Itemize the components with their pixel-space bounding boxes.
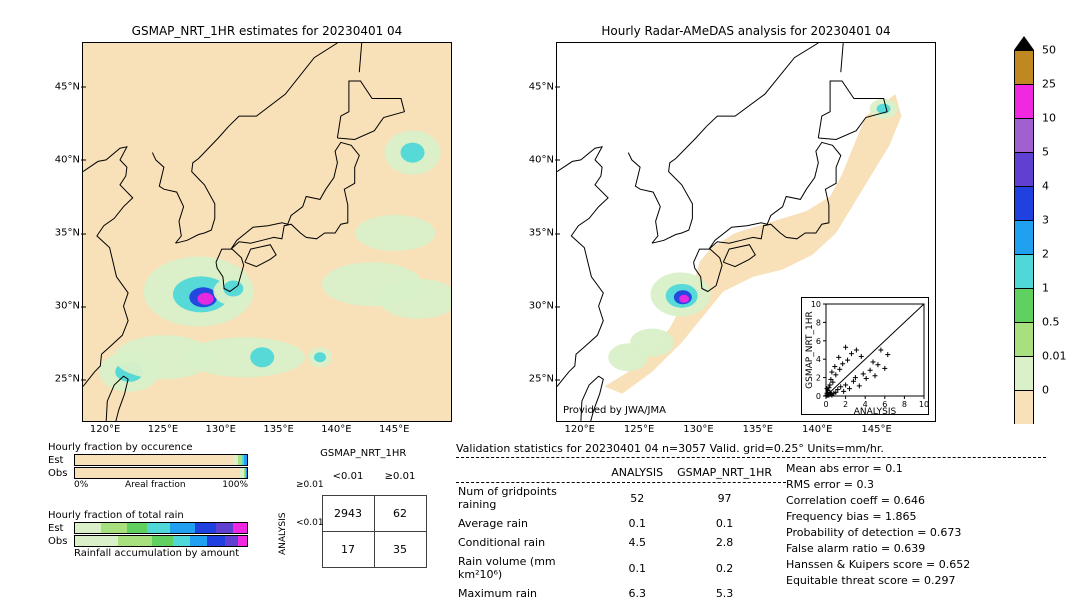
- stat-line: Correlation coeff = 0.646: [786, 494, 1036, 507]
- svg-text:ANALYSIS: ANALYSIS: [854, 407, 897, 416]
- fraction-occurrence-rows: EstObs: [48, 454, 248, 479]
- row-label-0: ≥0.01: [296, 480, 324, 490]
- row-label-1: <0.01: [296, 518, 324, 528]
- svg-text:GSMAP_NRT_1HR: GSMAP_NRT_1HR: [805, 311, 815, 389]
- svg-text:4: 4: [816, 355, 821, 364]
- right-y-ticks: 25°N30°N35°N40°N45°N: [516, 24, 554, 422]
- validation-left: ANALYSIS GSMAP_NRT_1HR Num of gridpoints…: [456, 462, 786, 604]
- scatter-svg: 00224466881010ANALYSISGSMAP_NRT_1HR: [802, 298, 930, 416]
- right-map-panel: Hourly Radar-AMeDAS analysis for 2023040…: [556, 24, 936, 422]
- svg-text:0: 0: [816, 392, 821, 401]
- fraction-total-block: Hourly fraction of total rain EstObs Rai…: [48, 510, 248, 560]
- stat-line: Frequency bias = 1.865: [786, 510, 1036, 523]
- fraction-occurrence-block: Hourly fraction by occurence EstObs 0% A…: [48, 442, 248, 490]
- bar-row: Obs: [48, 467, 248, 479]
- bar-row: Obs: [48, 535, 248, 547]
- stat-line: Hanssen & Kuipers score = 0.652: [786, 558, 1036, 571]
- validation-block: Validation statistics for 20230401 04 n=…: [456, 442, 1046, 604]
- vh-2: GSMAP_NRT_1HR: [677, 464, 784, 481]
- xaxis-left: 0%: [74, 480, 88, 490]
- svg-text:10: 10: [919, 400, 929, 409]
- map-credit: Provided by JWA/JMA: [561, 404, 668, 417]
- svg-text:8: 8: [902, 400, 907, 409]
- cell-11: 35: [374, 531, 426, 567]
- validation-header-dash: [456, 482, 786, 483]
- table-row: Num of gridpoints raining5297: [458, 483, 784, 513]
- xaxis-label: Areal fraction: [88, 480, 222, 490]
- col-label-1: ≥0.01: [374, 459, 426, 495]
- svg-text:2: 2: [816, 374, 821, 383]
- stat-line: RMS error = 0.3: [786, 478, 1036, 491]
- bar-row: Est: [48, 522, 248, 534]
- svg-text:0: 0: [823, 400, 828, 409]
- fraction-total-title: Hourly fraction of total rain: [48, 510, 248, 521]
- colorbar: 502510543210.50.010: [1014, 36, 1034, 424]
- right-x-ticks: 120°E125°E130°E135°E140°E145°E: [556, 424, 936, 440]
- vh-1: ANALYSIS: [611, 464, 675, 481]
- col-label-0: <0.01: [322, 459, 374, 495]
- xaxis-right: 100%: [222, 480, 248, 490]
- cell-00: 2943: [322, 495, 374, 531]
- left-y-ticks: 25°N30°N35°N40°N45°N: [42, 24, 80, 422]
- fraction-occurrence-xaxis: 0% Areal fraction 100%: [74, 480, 248, 490]
- cell-01: 62: [374, 495, 426, 531]
- validation-right: Mean abs error = 0.1 RMS error = 0.3 Corre…: [786, 462, 1036, 604]
- contingency-col-header: GSMAP_NRT_1HR: [300, 448, 427, 459]
- right-map-frame: Provided by JWA/JMA 00224466881010ANALYS…: [556, 42, 936, 422]
- left-map-frame: [82, 42, 452, 422]
- svg-text:6: 6: [816, 337, 821, 346]
- stat-line: Probability of detection = 0.673: [786, 526, 1036, 539]
- right-map-title: Hourly Radar-AMeDAS analysis for 2023040…: [556, 24, 936, 38]
- left-map-panel: GSMAP_NRT_1HR estimates for 20230401 04 …: [82, 24, 452, 422]
- table-row: Conditional rain4.52.8: [458, 534, 784, 551]
- svg-text:8: 8: [816, 318, 821, 327]
- scatter-inset: 00224466881010ANALYSISGSMAP_NRT_1HR: [801, 297, 929, 415]
- fraction-occurrence-title: Hourly fraction by occurence: [48, 442, 248, 453]
- contingency-grid: <0.01 ≥0.01 ANALYSIS 2943 62 17 35: [270, 459, 427, 568]
- svg-text:2: 2: [843, 400, 848, 409]
- validation-table: ANALYSIS GSMAP_NRT_1HR Num of gridpoints…: [456, 462, 786, 604]
- contingency-table: GSMAP_NRT_1HR <0.01 ≥0.01 ANALYSIS 2943 …: [270, 448, 427, 568]
- divider: [456, 457, 1046, 458]
- left-x-ticks: 120°E125°E130°E135°E140°E145°E: [82, 424, 452, 440]
- svg-text:10: 10: [811, 300, 821, 309]
- bar-row: Est: [48, 454, 248, 466]
- fraction-total-rows: EstObs: [48, 522, 248, 547]
- stat-line: False alarm ratio = 0.639: [786, 542, 1036, 555]
- validation-title: Validation statistics for 20230401 04 n=…: [456, 442, 1046, 455]
- left-map-svg: [83, 43, 452, 422]
- stat-line: Equitable threat score = 0.297: [786, 574, 1036, 587]
- table-row: Maximum rain6.35.3: [458, 585, 784, 602]
- fraction-total-footer: Rainfall accumulation by amount: [74, 548, 248, 559]
- table-row: Average rain0.10.1: [458, 515, 784, 532]
- table-row: Rain volume (mm km²10⁶)0.10.2: [458, 553, 784, 583]
- contingency-row-header: ANALYSIS: [278, 513, 288, 555]
- stat-line: Mean abs error = 0.1: [786, 462, 1036, 475]
- left-map-title: GSMAP_NRT_1HR estimates for 20230401 04: [82, 24, 452, 38]
- cell-10: 17: [322, 531, 374, 567]
